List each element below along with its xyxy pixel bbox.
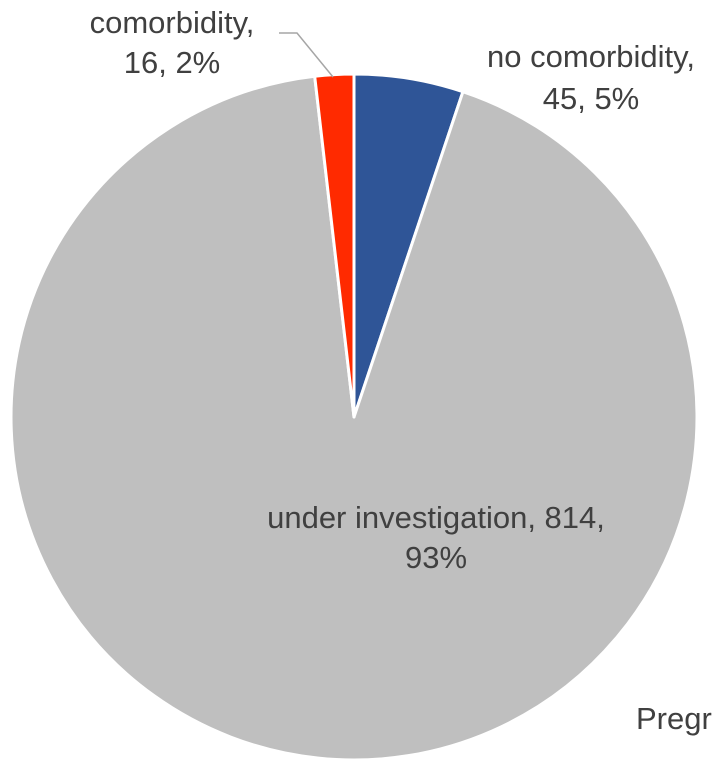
slice-comorbidity <box>313 72 356 419</box>
label-comorbidity-line1: comorbidity, <box>90 5 255 40</box>
label-under-investigation-line2: 93% <box>405 540 467 575</box>
label-no-comorbidity-line1: no comorbidity, <box>487 39 695 74</box>
label-under-investigation-line1: under investigation, 814, <box>267 500 605 535</box>
label-comorbidity-line2: 16, 2% <box>124 45 221 80</box>
pie-slices <box>9 72 699 762</box>
cut-off-text: Pregr <box>636 701 712 736</box>
label-no-comorbidity-line2: 45, 5% <box>543 81 640 116</box>
comorbidity-leader-line <box>279 32 334 78</box>
